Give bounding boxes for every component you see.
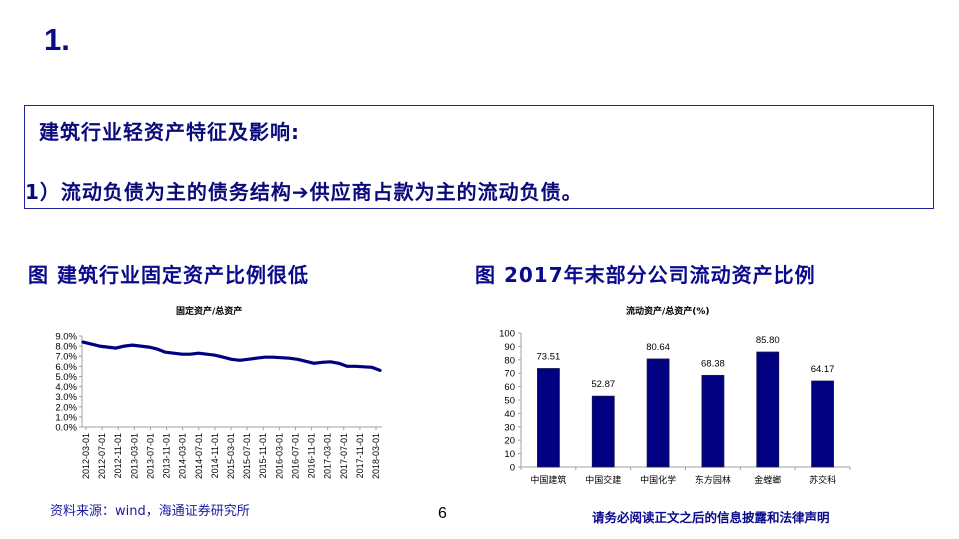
key-point-box: 建筑行业轻资产特征及影响: 1）流动负债为主的债务结构➔供应商占款为主的流动负债… bbox=[24, 105, 934, 209]
x-tick-label: 2015-11-01 bbox=[258, 433, 268, 478]
y-tick-label: 90 bbox=[504, 342, 515, 353]
box-heading: 建筑行业轻资产特征及影响: bbox=[39, 120, 300, 144]
bar bbox=[811, 380, 834, 468]
bar-value-label: 80.64 bbox=[646, 342, 670, 353]
x-tick-label: 2013-03-01 bbox=[129, 433, 139, 479]
y-tick-label: 3.0% bbox=[55, 392, 77, 403]
y-tick-label: 60 bbox=[504, 382, 515, 393]
x-tick-label: 2016-11-01 bbox=[307, 433, 317, 478]
y-tick-label: 9.0% bbox=[55, 332, 77, 343]
page-number: 6 bbox=[438, 505, 447, 522]
y-tick-label: 0 bbox=[510, 463, 515, 474]
source-note: 资料来源：wind，海通证券研究所 bbox=[50, 504, 250, 519]
y-tick-label: 2.0% bbox=[55, 402, 77, 413]
disclaimer-link[interactable]: 请务必阅读正文之后的信息披露和法律声明 bbox=[592, 510, 830, 525]
x-tick-label: 2012-07-01 bbox=[97, 433, 107, 479]
left-chart-subtitle: 固定资产/总资产 bbox=[176, 307, 243, 317]
y-tick-label: 0.0% bbox=[55, 423, 77, 434]
y-tick-label: 7.0% bbox=[55, 352, 77, 363]
category-label: 金螳螂 bbox=[754, 474, 781, 486]
box-point: 1）流动负债为主的债务结构➔供应商占款为主的流动负债。 bbox=[25, 180, 583, 204]
y-tick-label: 100 bbox=[499, 329, 515, 340]
x-tick-label: 2014-11-01 bbox=[210, 433, 220, 478]
category-label: 中国交建 bbox=[585, 474, 621, 486]
x-tick-label: 2013-11-01 bbox=[162, 433, 172, 478]
y-tick-label: 30 bbox=[504, 422, 515, 433]
y-tick-label: 80 bbox=[504, 355, 515, 366]
bar bbox=[646, 358, 670, 468]
x-tick-label: 2015-07-01 bbox=[242, 433, 252, 479]
x-tick-label: 2014-07-01 bbox=[194, 433, 204, 479]
fixed-asset-ratio-line-chart: 0.0%1.0%2.0%3.0%4.0%5.0%6.0%7.0%8.0%9.0%… bbox=[55, 332, 382, 479]
y-tick-label: 40 bbox=[504, 409, 515, 420]
x-tick-label: 2017-07-01 bbox=[339, 433, 349, 479]
bar bbox=[756, 351, 780, 468]
y-tick-label: 1.0% bbox=[55, 412, 77, 423]
section-number: 1. bbox=[44, 22, 70, 57]
x-tick-label: 2017-11-01 bbox=[355, 433, 365, 478]
x-tick-label: 2016-03-01 bbox=[274, 433, 284, 479]
x-tick-label: 2012-03-01 bbox=[81, 433, 91, 479]
x-tick-label: 2012-11-01 bbox=[113, 433, 123, 478]
bar bbox=[537, 368, 560, 468]
bar bbox=[701, 374, 725, 468]
x-tick-label: 2013-07-01 bbox=[145, 433, 155, 479]
y-tick-label: 50 bbox=[504, 396, 515, 407]
right-figure-title: 图 2017年末部分公司流动资产比例 bbox=[475, 263, 816, 287]
category-label: 中国化学 bbox=[640, 474, 676, 486]
y-tick-label: 20 bbox=[504, 436, 515, 447]
bar-value-label: 64.17 bbox=[811, 364, 835, 375]
category-label: 东方园林 bbox=[695, 474, 731, 486]
y-tick-label: 6.0% bbox=[55, 362, 77, 373]
y-tick-label: 70 bbox=[504, 369, 515, 380]
current-asset-ratio-bar-chart: 0 10 20 30 40 50 60 70 80 90 100 73.51 中国建筑 52.87 中国交建… bbox=[499, 329, 851, 486]
left-figure-title: 图 建筑行业固定资产比例很低 bbox=[28, 263, 309, 287]
y-tick-label: 10 bbox=[504, 449, 515, 460]
bar-value-label: 52.87 bbox=[591, 379, 615, 390]
x-tick-label: 2014-03-01 bbox=[178, 433, 188, 479]
x-tick-label: 2016-07-01 bbox=[290, 433, 300, 479]
category-label: 苏交科 bbox=[809, 474, 836, 486]
y-tick-label: 8.0% bbox=[55, 342, 77, 353]
y-tick-label: 4.0% bbox=[55, 382, 77, 393]
right-chart-subtitle: 流动资产/总资产(%) bbox=[626, 307, 710, 317]
bar-value-label: 73.51 bbox=[537, 351, 561, 362]
x-tick-label: 2018-03-01 bbox=[371, 433, 381, 479]
y-tick-label: 5.0% bbox=[55, 372, 77, 383]
x-tick-label: 2017-03-01 bbox=[323, 433, 333, 479]
bar-value-label: 68.38 bbox=[701, 358, 725, 369]
fixed-asset-ratio-line bbox=[81, 340, 382, 372]
bar bbox=[591, 395, 615, 468]
category-label: 中国建筑 bbox=[530, 474, 566, 486]
bar-value-label: 85.80 bbox=[756, 335, 780, 346]
x-tick-label: 2015-03-01 bbox=[226, 433, 236, 479]
